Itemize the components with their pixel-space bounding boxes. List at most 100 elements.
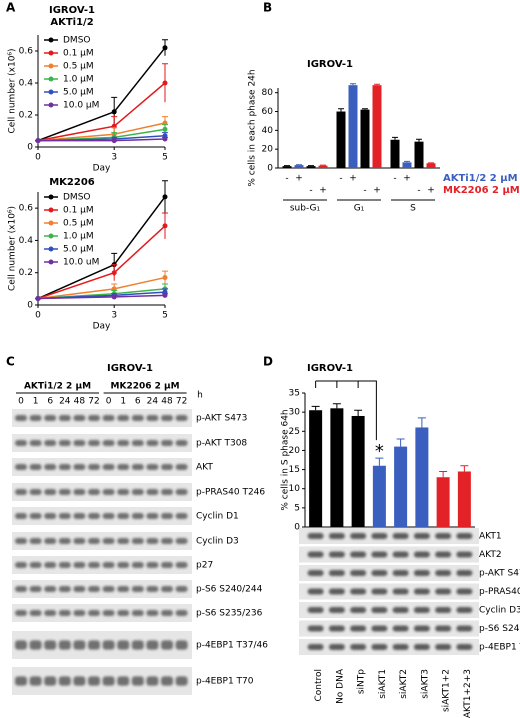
blot-band [73,489,86,495]
blot-band [15,538,27,544]
x-tick-label: sub-G₁ [290,204,321,214]
blot-band [328,607,345,613]
bar [372,85,382,168]
blot-band [371,570,388,576]
blot-band [350,644,367,650]
x-tick-label: 5 [162,311,168,321]
blot-band [413,588,430,595]
blot-band [131,640,144,650]
blot-strip [12,604,192,622]
blot-strip [299,546,479,563]
blot-band [58,440,71,446]
blot-band [15,415,27,421]
blot-band [117,586,130,592]
y-tick-label: 15 [289,465,300,475]
blot-band [58,464,71,470]
blot-band [88,489,100,495]
x-tick-label: siAKT2 [399,669,409,699]
blot-band [175,538,188,544]
chart-subtitle: AKTi1/2 [50,17,93,28]
blot-band [161,489,173,495]
blot-band [131,489,144,495]
y-tick-label: 30 [289,408,301,418]
blot-band [15,610,27,616]
legend-label: 5.0 μM [63,245,94,255]
panel-letter: B [263,1,272,15]
treatment-sign: - [339,174,342,184]
blot-band [102,676,115,686]
point [162,223,168,229]
blot-band [44,640,57,650]
blot-band [413,533,430,539]
error-bar [392,136,398,140]
blot-band [413,644,430,650]
blot-band [131,440,144,446]
blot-band [29,538,42,544]
blot-band [15,440,27,446]
point [162,80,168,86]
blot-band [58,640,71,650]
series-line [37,196,166,300]
bar [294,165,304,168]
blot-band [58,538,71,544]
blot-strip [299,583,479,600]
blot-strip [12,483,192,501]
blot-band [146,538,159,544]
blot-band [307,588,324,595]
error-bar [374,83,380,86]
blot-band [392,588,409,595]
legend-label: 0.5 μM [63,62,94,72]
blot-band [413,607,430,613]
blot-band [161,513,173,519]
error-bar [396,438,405,447]
legend-marker [48,233,54,239]
treatment-sign: - [393,174,396,184]
y-tick-label: 5 [294,503,300,513]
blot-band [456,607,473,613]
blot-label: Cyclin D3 [196,537,239,547]
blot-band [131,586,144,592]
x-tick-label: S [410,204,416,214]
blot-strip [299,565,479,581]
lane-label: 0 [106,397,112,407]
point [35,296,41,302]
blot-band [328,533,345,539]
blot-band [456,570,473,576]
x-tick-label: 0 [35,311,41,321]
blot-band [456,551,473,558]
legend-marker [48,50,54,56]
bar [336,111,346,168]
y-tick-label: 0 [27,301,33,311]
blot-band [371,607,388,613]
blot-band [44,676,57,686]
blot-band [161,562,173,568]
x-tick-label: siAKT1+2 [442,669,452,712]
blot-band [371,533,388,539]
blot-band [146,562,159,568]
blot-band [73,676,86,686]
blot-band [175,562,188,568]
y-tick-label: 10 [289,484,301,494]
blot-band [456,588,473,595]
y-axis-label: Cell number (x10⁶) [8,48,18,133]
legend-label: 1.0 μM [63,232,94,242]
treatment-label: MK2206 2 μM 24h [443,185,520,196]
error-bar [338,108,344,112]
annotation: * [375,441,384,462]
blot-band [307,533,324,539]
blot-band [58,489,71,495]
blot-band [29,513,42,519]
blot-band [435,588,452,595]
blot-label: Cyclin D3 [479,606,520,616]
treatment-sign: + [373,186,381,196]
blot-band [131,513,144,519]
blot-label: p-AKT S473 [196,414,247,424]
blot-band [73,610,86,616]
blot-band [102,513,115,519]
y-axis-label: Cell number (x10⁶) [8,206,18,291]
lane-label: 6 [135,397,141,407]
bar [415,427,429,527]
blot-strip [12,556,192,574]
bar [414,141,424,168]
error-bar [417,417,426,428]
